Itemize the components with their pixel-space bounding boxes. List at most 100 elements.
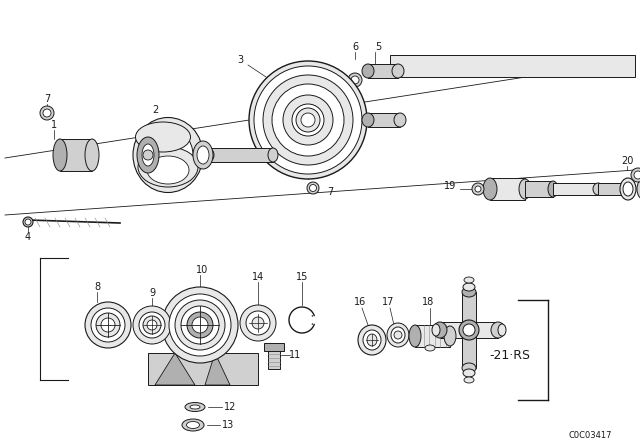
Text: 18: 18 bbox=[422, 297, 434, 307]
Ellipse shape bbox=[483, 178, 497, 200]
Ellipse shape bbox=[190, 405, 200, 409]
Circle shape bbox=[634, 171, 640, 179]
Ellipse shape bbox=[186, 422, 200, 428]
Ellipse shape bbox=[433, 322, 447, 338]
Text: 4: 4 bbox=[25, 232, 31, 242]
Circle shape bbox=[351, 76, 359, 84]
Text: 19: 19 bbox=[444, 181, 456, 191]
Ellipse shape bbox=[85, 139, 99, 171]
Ellipse shape bbox=[192, 317, 208, 333]
Ellipse shape bbox=[593, 183, 603, 195]
Ellipse shape bbox=[409, 325, 421, 347]
Ellipse shape bbox=[358, 325, 386, 355]
Ellipse shape bbox=[240, 305, 276, 341]
Circle shape bbox=[459, 320, 479, 340]
Ellipse shape bbox=[96, 313, 120, 337]
Text: 13: 13 bbox=[222, 420, 234, 430]
Ellipse shape bbox=[637, 179, 640, 199]
Ellipse shape bbox=[133, 117, 203, 193]
Bar bbox=[553, 183, 598, 195]
Text: 1: 1 bbox=[51, 120, 57, 130]
Ellipse shape bbox=[202, 148, 214, 162]
Ellipse shape bbox=[292, 104, 324, 136]
Ellipse shape bbox=[444, 326, 456, 346]
Ellipse shape bbox=[169, 294, 231, 356]
Ellipse shape bbox=[394, 113, 406, 127]
Text: C0C03417: C0C03417 bbox=[568, 431, 612, 439]
Bar bbox=[415, 325, 450, 347]
Ellipse shape bbox=[363, 330, 381, 350]
Ellipse shape bbox=[53, 139, 67, 171]
Ellipse shape bbox=[620, 178, 636, 200]
Ellipse shape bbox=[462, 363, 476, 373]
Text: 2: 2 bbox=[152, 105, 158, 115]
Ellipse shape bbox=[464, 277, 474, 283]
Circle shape bbox=[472, 183, 484, 195]
Ellipse shape bbox=[367, 334, 377, 346]
Ellipse shape bbox=[254, 66, 362, 174]
Ellipse shape bbox=[185, 402, 205, 412]
Circle shape bbox=[143, 150, 153, 160]
Bar bbox=[368, 64, 398, 78]
Bar bbox=[525, 181, 553, 197]
Text: 12: 12 bbox=[224, 402, 236, 412]
Ellipse shape bbox=[548, 181, 558, 197]
Text: 5: 5 bbox=[375, 42, 381, 52]
Circle shape bbox=[296, 108, 320, 132]
Circle shape bbox=[40, 106, 54, 120]
Bar bbox=[390, 55, 635, 77]
Bar bbox=[598, 183, 628, 195]
Text: 11: 11 bbox=[289, 350, 301, 360]
Ellipse shape bbox=[387, 323, 409, 347]
Circle shape bbox=[301, 113, 315, 127]
Bar bbox=[264, 343, 284, 351]
Circle shape bbox=[310, 185, 317, 191]
Ellipse shape bbox=[362, 64, 374, 78]
Text: 7: 7 bbox=[327, 187, 333, 197]
Text: 7: 7 bbox=[44, 94, 50, 104]
Ellipse shape bbox=[246, 311, 270, 335]
Bar bbox=[208, 148, 273, 162]
Ellipse shape bbox=[138, 147, 198, 187]
Ellipse shape bbox=[283, 95, 333, 145]
Ellipse shape bbox=[143, 316, 161, 334]
Ellipse shape bbox=[464, 377, 474, 383]
Polygon shape bbox=[155, 353, 195, 385]
Ellipse shape bbox=[519, 179, 531, 199]
Ellipse shape bbox=[491, 322, 505, 338]
Ellipse shape bbox=[193, 141, 213, 169]
Text: 9: 9 bbox=[149, 288, 155, 298]
Text: 20: 20 bbox=[621, 156, 633, 166]
Ellipse shape bbox=[263, 75, 353, 165]
Ellipse shape bbox=[162, 287, 238, 363]
Ellipse shape bbox=[268, 148, 278, 162]
Ellipse shape bbox=[147, 156, 189, 184]
Ellipse shape bbox=[85, 302, 131, 348]
Ellipse shape bbox=[143, 128, 193, 182]
Ellipse shape bbox=[139, 312, 165, 338]
Ellipse shape bbox=[425, 345, 435, 351]
Text: 14: 14 bbox=[252, 272, 264, 282]
Ellipse shape bbox=[181, 306, 219, 344]
Ellipse shape bbox=[392, 64, 404, 78]
Text: 10: 10 bbox=[196, 265, 208, 275]
Text: 17: 17 bbox=[382, 297, 394, 307]
Ellipse shape bbox=[432, 324, 440, 336]
Ellipse shape bbox=[91, 308, 125, 342]
Bar bbox=[268, 347, 280, 369]
Circle shape bbox=[307, 182, 319, 194]
Bar bbox=[148, 353, 258, 385]
Ellipse shape bbox=[463, 369, 475, 377]
Text: 8: 8 bbox=[94, 282, 100, 292]
Text: -21·RS: -21·RS bbox=[490, 349, 531, 362]
Ellipse shape bbox=[137, 137, 159, 173]
Ellipse shape bbox=[394, 331, 402, 339]
Circle shape bbox=[23, 217, 33, 227]
Text: 6: 6 bbox=[352, 42, 358, 52]
Ellipse shape bbox=[362, 113, 374, 127]
Circle shape bbox=[631, 168, 640, 182]
Ellipse shape bbox=[187, 312, 213, 338]
Bar bbox=[490, 178, 525, 200]
Circle shape bbox=[463, 324, 475, 336]
Ellipse shape bbox=[462, 287, 476, 297]
